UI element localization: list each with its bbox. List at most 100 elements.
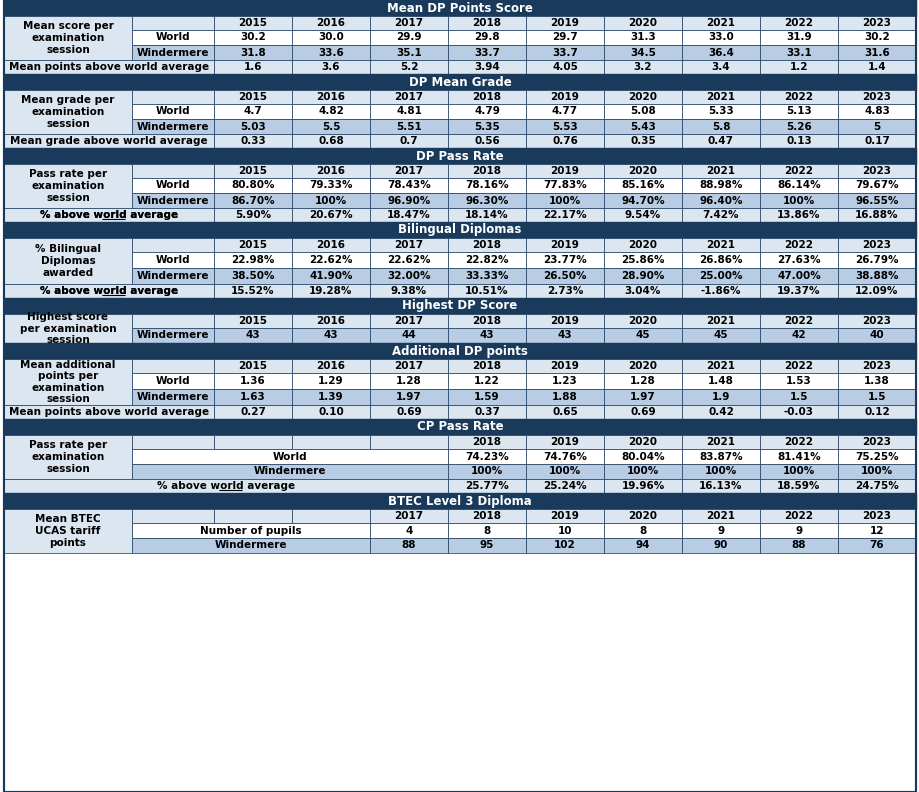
- Text: BTEC Level 3 Diploma: BTEC Level 3 Diploma: [388, 494, 531, 508]
- Text: 2020: 2020: [628, 437, 657, 447]
- Bar: [759, 60, 837, 74]
- Text: 2021: 2021: [706, 511, 734, 521]
- Bar: [526, 523, 604, 538]
- Bar: [526, 90, 604, 104]
- Text: 2019: 2019: [550, 511, 579, 521]
- Bar: [291, 104, 369, 119]
- Bar: [369, 60, 448, 74]
- Text: 96.55%: 96.55%: [855, 196, 898, 205]
- Text: 1.97: 1.97: [630, 392, 655, 402]
- Bar: [369, 509, 448, 523]
- Text: 2019: 2019: [550, 92, 579, 102]
- Text: 2020: 2020: [628, 361, 657, 371]
- Text: 33.33%: 33.33%: [465, 271, 508, 281]
- Text: 20.67%: 20.67%: [309, 210, 352, 220]
- Bar: [604, 523, 681, 538]
- Bar: [131, 328, 214, 343]
- Text: 74.23%: 74.23%: [465, 451, 508, 462]
- Bar: [369, 104, 448, 119]
- Bar: [604, 208, 681, 222]
- Bar: [131, 373, 214, 389]
- Bar: [369, 16, 448, 30]
- Bar: [526, 178, 604, 193]
- Text: 16.88%: 16.88%: [855, 210, 898, 220]
- Bar: [837, 268, 915, 284]
- Bar: [291, 314, 369, 328]
- Bar: [291, 389, 369, 405]
- Text: 9.54%: 9.54%: [624, 210, 661, 220]
- Bar: [759, 314, 837, 328]
- Text: 5.43: 5.43: [630, 121, 655, 131]
- Bar: [526, 134, 604, 148]
- Text: 2022: 2022: [784, 166, 812, 176]
- Bar: [291, 359, 369, 373]
- Text: 31.6: 31.6: [863, 48, 889, 58]
- Bar: [837, 238, 915, 252]
- Bar: [604, 193, 681, 208]
- Text: CP Pass Rate: CP Pass Rate: [416, 421, 503, 433]
- Bar: [681, 389, 759, 405]
- Text: 2015: 2015: [238, 18, 267, 28]
- Text: 100%: 100%: [471, 466, 503, 477]
- Bar: [131, 538, 369, 553]
- Bar: [604, 252, 681, 268]
- Bar: [759, 208, 837, 222]
- Text: 2022: 2022: [784, 92, 812, 102]
- Bar: [448, 435, 526, 449]
- Text: 5.35: 5.35: [473, 121, 499, 131]
- Text: 5.51: 5.51: [396, 121, 422, 131]
- Text: Mean BTEC
UCAS tariff
points: Mean BTEC UCAS tariff points: [35, 514, 101, 547]
- Bar: [681, 523, 759, 538]
- Bar: [526, 164, 604, 178]
- Bar: [681, 538, 759, 553]
- Text: 1.36: 1.36: [240, 376, 266, 386]
- Bar: [837, 45, 915, 60]
- Bar: [4, 284, 214, 298]
- Text: Windermere: Windermere: [137, 330, 209, 341]
- Text: 18.14%: 18.14%: [465, 210, 508, 220]
- Bar: [369, 328, 448, 343]
- Bar: [681, 328, 759, 343]
- Text: 2018: 2018: [472, 166, 501, 176]
- Bar: [448, 208, 526, 222]
- Text: 5.2: 5.2: [400, 62, 418, 72]
- Bar: [131, 30, 214, 45]
- Text: 29.7: 29.7: [551, 32, 577, 43]
- Text: 2017: 2017: [394, 361, 423, 371]
- Text: 3.6: 3.6: [322, 62, 340, 72]
- Bar: [214, 252, 291, 268]
- Bar: [681, 373, 759, 389]
- Text: 0.68: 0.68: [318, 136, 344, 146]
- Text: 43: 43: [323, 330, 338, 341]
- Bar: [448, 523, 526, 538]
- Text: 2019: 2019: [550, 18, 579, 28]
- Bar: [759, 449, 837, 464]
- Bar: [759, 193, 837, 208]
- Text: 79.33%: 79.33%: [309, 181, 352, 191]
- Bar: [131, 509, 214, 523]
- Bar: [526, 284, 604, 298]
- Bar: [214, 16, 291, 30]
- Bar: [448, 284, 526, 298]
- Bar: [291, 509, 369, 523]
- Text: 1.2: 1.2: [789, 62, 808, 72]
- Text: 22.98%: 22.98%: [231, 255, 275, 265]
- Bar: [369, 164, 448, 178]
- Bar: [369, 178, 448, 193]
- Text: DP Pass Rate: DP Pass Rate: [415, 150, 504, 162]
- Bar: [837, 164, 915, 178]
- Text: 78.43%: 78.43%: [387, 181, 430, 191]
- Bar: [214, 328, 291, 343]
- Text: 1.59: 1.59: [473, 392, 499, 402]
- Text: 19.28%: 19.28%: [309, 286, 352, 296]
- Bar: [131, 16, 214, 30]
- Bar: [369, 373, 448, 389]
- Bar: [291, 164, 369, 178]
- Text: 38.50%: 38.50%: [231, 271, 275, 281]
- Text: 2019: 2019: [550, 316, 579, 326]
- Text: 2023: 2023: [862, 361, 891, 371]
- Text: 23.77%: 23.77%: [542, 255, 586, 265]
- Text: 33.1: 33.1: [785, 48, 811, 58]
- Text: World: World: [155, 106, 190, 116]
- Bar: [604, 464, 681, 479]
